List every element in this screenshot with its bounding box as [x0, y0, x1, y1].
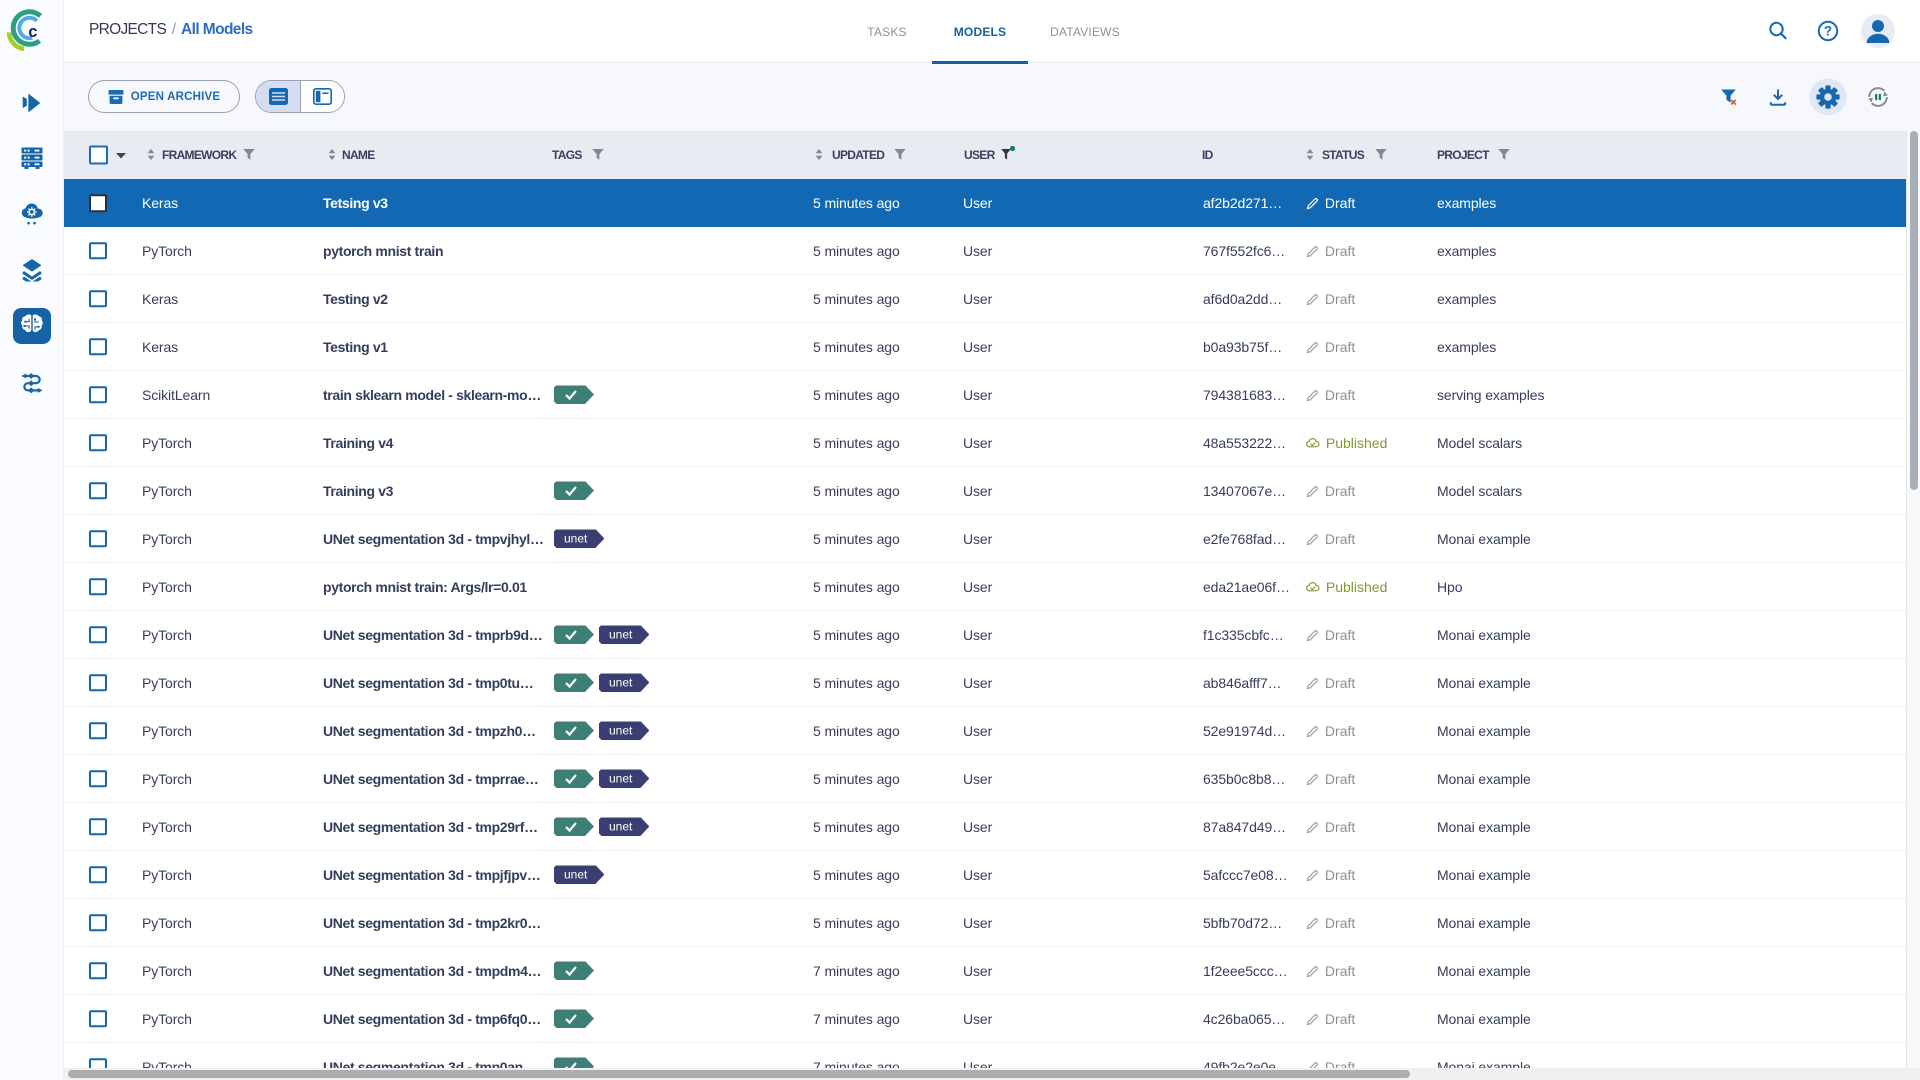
svg-text:c: c — [28, 23, 37, 41]
svg-text:?: ? — [1824, 24, 1832, 39]
